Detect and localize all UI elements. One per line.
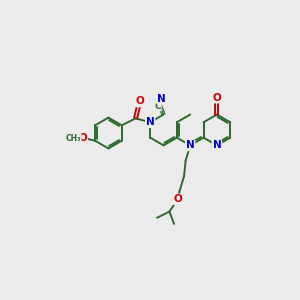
Text: N: N [157, 94, 166, 103]
Text: N: N [186, 140, 195, 150]
Text: O: O [78, 134, 87, 143]
Text: O: O [212, 93, 221, 103]
Text: C: C [154, 102, 161, 111]
Text: N: N [212, 140, 221, 150]
Text: O: O [173, 194, 182, 204]
Text: N: N [146, 117, 154, 127]
Text: CH₃: CH₃ [66, 134, 81, 143]
Text: O: O [136, 96, 145, 106]
